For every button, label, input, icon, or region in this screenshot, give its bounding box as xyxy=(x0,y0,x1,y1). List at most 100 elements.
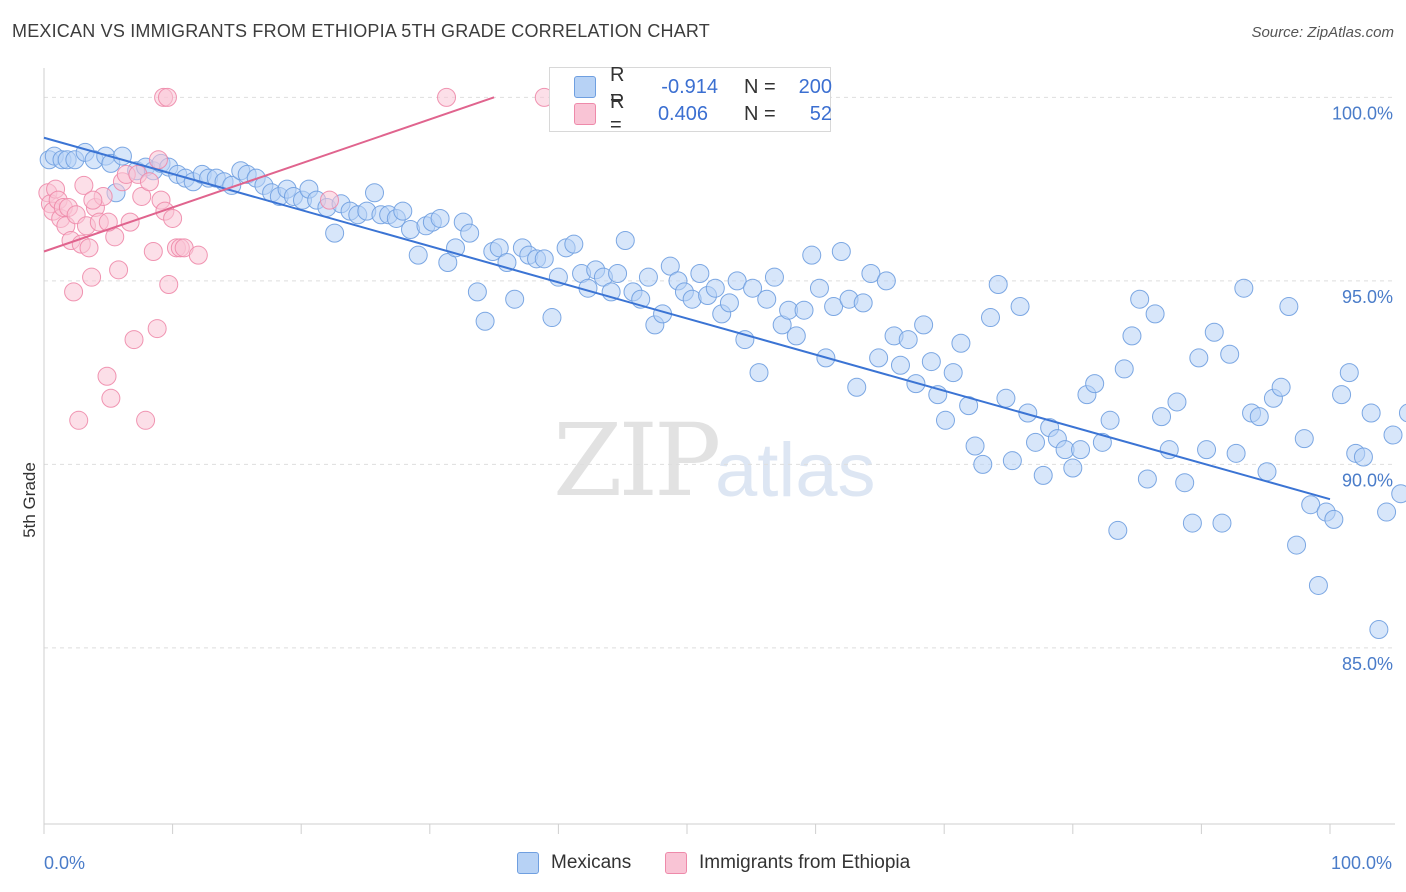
data-point xyxy=(79,238,99,258)
data-point xyxy=(943,363,963,383)
data-point xyxy=(847,377,867,397)
data-point xyxy=(898,330,918,350)
y-tick-label: 85.0% xyxy=(1342,654,1393,674)
data-point xyxy=(98,212,118,232)
data-point xyxy=(1398,403,1406,423)
data-point xyxy=(1130,289,1150,309)
data-point xyxy=(64,282,84,302)
bottom-legend-mexicans: Mexicans xyxy=(517,852,631,874)
data-point xyxy=(1108,520,1128,540)
legend-n-label: N = xyxy=(744,102,776,125)
data-point xyxy=(1167,392,1187,412)
y-tick-label: 95.0% xyxy=(1342,287,1393,307)
data-point xyxy=(542,308,562,328)
legend-r-value: 0.406 xyxy=(657,102,708,125)
legend-row-ethiopia: R = 0.406 N = 52 xyxy=(574,91,832,136)
bottom-legend-label: Immigrants from Ethiopia xyxy=(699,852,911,873)
data-point xyxy=(393,201,413,221)
data-point xyxy=(921,352,941,372)
bottom-legend-swatch-ethiopia xyxy=(665,852,687,874)
data-point xyxy=(802,245,822,265)
data-point xyxy=(824,297,844,317)
data-point xyxy=(1294,429,1314,449)
y-tick-label: 100.0% xyxy=(1332,103,1393,123)
data-point xyxy=(786,326,806,346)
data-point xyxy=(430,208,450,228)
data-point xyxy=(743,278,763,298)
data-point xyxy=(853,293,873,313)
legend-r-label: R = xyxy=(610,91,625,136)
data-point xyxy=(157,87,177,107)
data-point xyxy=(1271,377,1291,397)
data-point xyxy=(564,234,584,254)
data-point xyxy=(1226,443,1246,463)
data-point xyxy=(401,219,421,239)
data-point xyxy=(719,293,739,313)
y-axis-label: 5th Grade xyxy=(20,462,39,538)
data-point xyxy=(1145,304,1165,324)
data-point xyxy=(988,275,1008,295)
data-point xyxy=(1204,322,1224,342)
x-tick-label: 100.0% xyxy=(1331,853,1392,873)
data-point xyxy=(705,278,725,298)
data-point xyxy=(365,183,385,203)
bottom-legend-label: Mexicans xyxy=(551,852,632,873)
data-point xyxy=(809,278,829,298)
data-point xyxy=(1071,440,1091,460)
data-point xyxy=(1159,440,1179,460)
data-point xyxy=(951,333,971,353)
data-point xyxy=(749,363,769,383)
data-point xyxy=(143,241,163,261)
trendline xyxy=(43,136,1331,501)
data-point xyxy=(1122,326,1142,346)
data-point xyxy=(638,267,658,287)
data-point xyxy=(1114,359,1134,379)
tick-labels: 100.0% 95.0% 90.0% 85.0% 0.0% 100.0% xyxy=(44,103,1393,873)
data-point xyxy=(1324,509,1344,529)
data-point xyxy=(101,388,121,408)
data-point xyxy=(1339,363,1359,383)
data-point xyxy=(996,388,1016,408)
watermark-atlas: atlas xyxy=(715,428,876,513)
data-point xyxy=(660,256,680,276)
data-point xyxy=(861,264,881,284)
data-point xyxy=(1189,348,1209,368)
data-point xyxy=(82,267,102,287)
trendlines xyxy=(43,96,1331,501)
data-point xyxy=(69,410,89,430)
data-point xyxy=(97,366,117,386)
data-point xyxy=(132,186,152,206)
data-point xyxy=(505,289,525,309)
data-point xyxy=(147,319,167,339)
data-point xyxy=(831,241,851,261)
stats-legend: R = -0.914 N = 200 R = 0.406 N = 52 xyxy=(549,64,832,136)
data-point xyxy=(136,410,156,430)
bottom-legend-ethiopia: Immigrants from Ethiopia xyxy=(665,852,910,874)
data-point xyxy=(869,348,889,368)
data-point xyxy=(1100,410,1120,430)
y-tick-label: 90.0% xyxy=(1342,470,1393,490)
data-point xyxy=(438,253,458,273)
trendline xyxy=(43,96,495,253)
data-point xyxy=(876,271,896,291)
data-point xyxy=(1353,447,1373,467)
data-point xyxy=(1279,297,1299,317)
bottom-legend: Mexicans Immigrants from Ethiopia xyxy=(0,852,1406,878)
data-point xyxy=(437,87,457,107)
data-point xyxy=(139,172,159,192)
data-point xyxy=(980,308,1000,328)
legend-n-label: N = xyxy=(744,75,776,98)
data-point xyxy=(690,264,710,284)
data-point xyxy=(1369,619,1389,639)
data-point xyxy=(1361,403,1381,423)
data-point xyxy=(1301,495,1321,515)
data-point xyxy=(794,300,814,320)
data-point xyxy=(1308,575,1328,595)
x-tick-label: 0.0% xyxy=(44,853,85,873)
data-point xyxy=(489,238,509,258)
legend-n-value: 200 xyxy=(798,75,832,98)
data-point xyxy=(534,249,554,269)
data-point xyxy=(467,282,487,302)
legend-r-label: R = xyxy=(610,64,625,109)
